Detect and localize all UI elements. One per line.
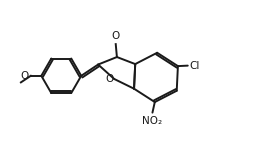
Text: O: O	[21, 71, 29, 81]
Text: NO₂: NO₂	[142, 116, 162, 126]
Text: Cl: Cl	[189, 61, 200, 71]
Text: O: O	[112, 31, 120, 41]
Text: O: O	[105, 74, 113, 84]
